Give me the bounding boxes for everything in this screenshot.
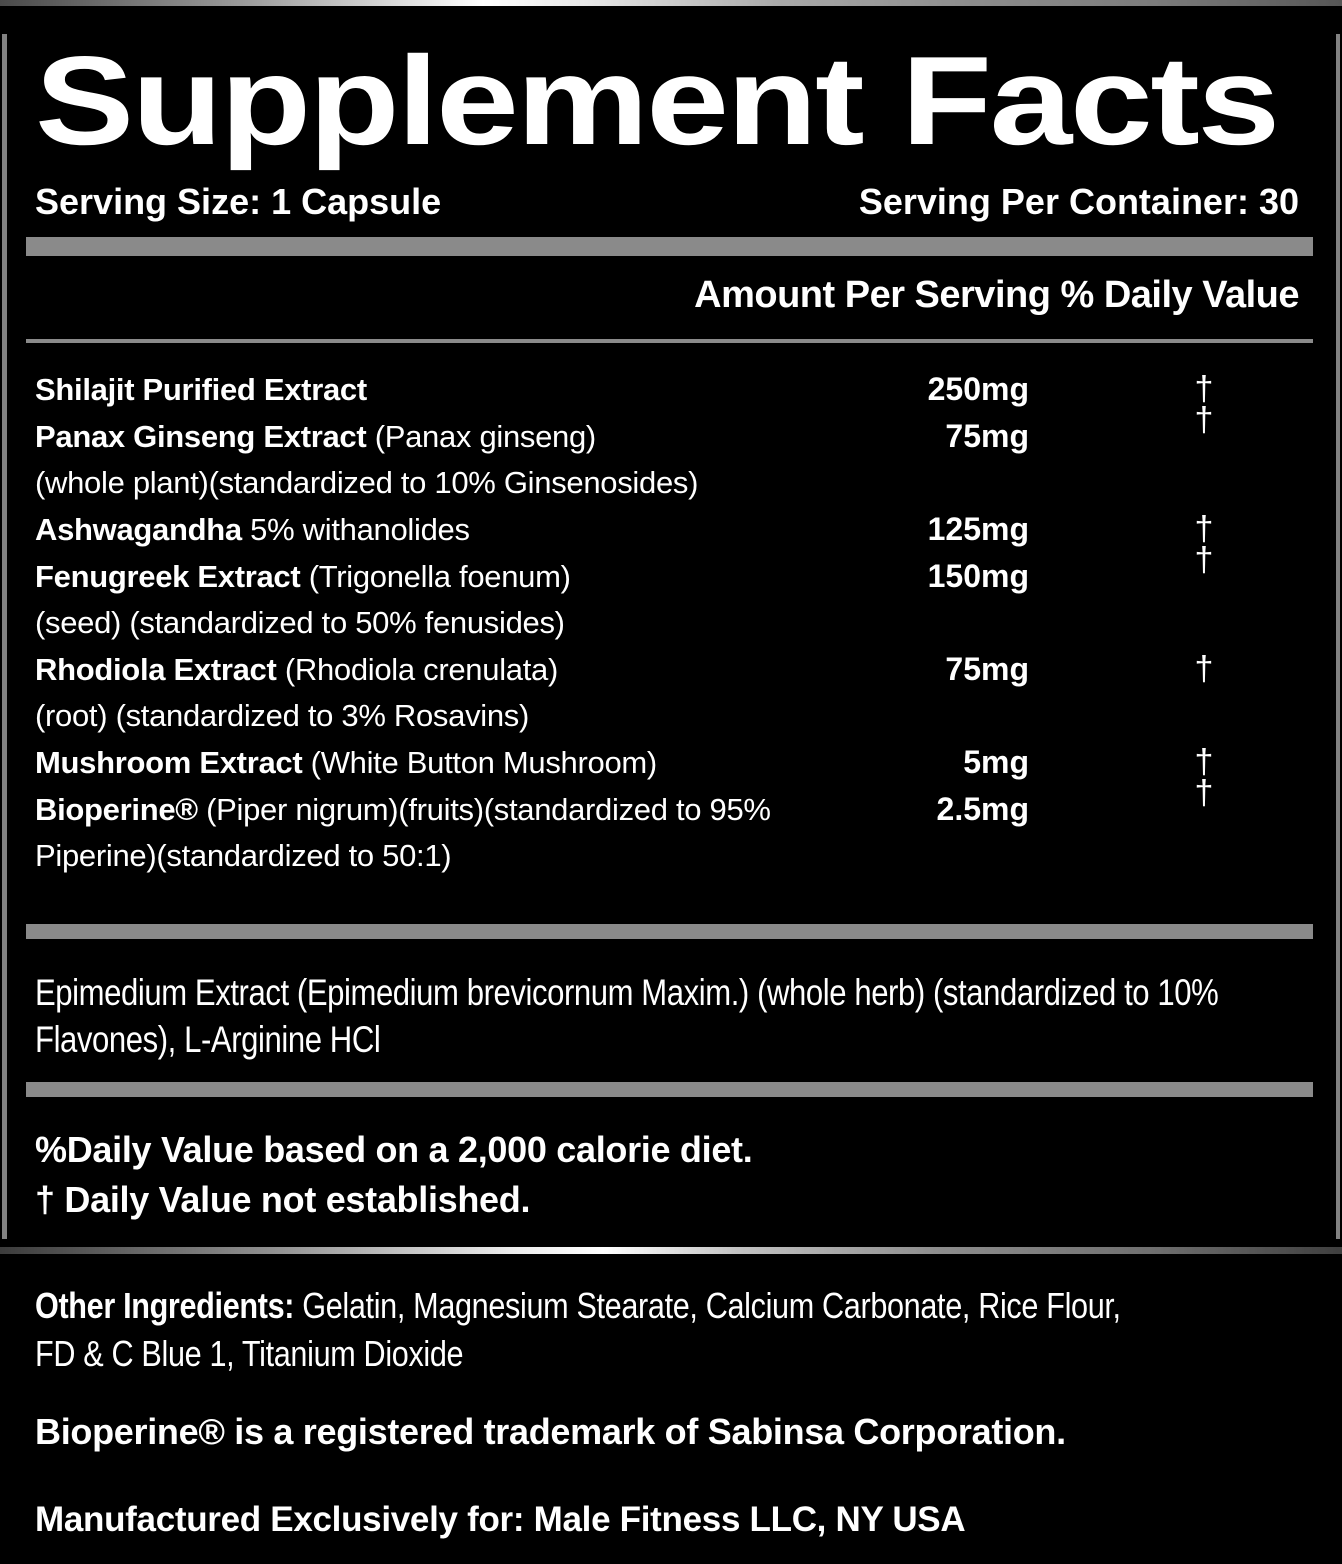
- supplement-facts-panel: Supplement Facts Serving Size: 1 Capsule…: [2, 34, 1340, 1239]
- ingredient-continuation: Piperine)(standardized to 50:1): [35, 838, 452, 873]
- ingredient-name: Fenugreek Extract: [35, 559, 301, 594]
- other-ingredients-label: Other Ingredients:: [35, 1285, 295, 1326]
- table-row: Mushroom Extract (White Button Mushroom)…: [35, 739, 1299, 786]
- proprietary-line: Epimedium Extract (Epimedium brevicornum…: [35, 972, 1219, 1013]
- metallic-divider: [0, 1247, 1342, 1254]
- ingredient-detail: (Trigonella foenum): [300, 559, 571, 594]
- table-row: Shilajit Purified Extract 250mg †: [35, 366, 1299, 413]
- dagger-symbol: †: [1194, 401, 1214, 439]
- servings-per-container-label: Serving Per Container: 30: [858, 181, 1299, 222]
- divider-bar-middle-top: [26, 924, 1313, 939]
- serving-row: Serving Size: 1 Capsule Serving Per Cont…: [35, 182, 1299, 222]
- ingredient-amount: 2.5mg: [936, 791, 1029, 827]
- ingredient-continuation: (whole plant)(standardized to 10% Ginsen…: [35, 465, 699, 500]
- other-ingredients-line: FD & C Blue 1, Titanium Dioxide: [35, 1333, 464, 1374]
- manufacturer-notice: Manufactured Exclusively for: Male Fitne…: [35, 1500, 966, 1539]
- dagger-symbol: †: [1194, 510, 1214, 548]
- ingredient-detail: (Rhodiola crenulata): [276, 652, 558, 687]
- ingredient-detail: (Piper nigrum)(fruits)(standardized to 9…: [197, 792, 771, 827]
- ingredient-name: Rhodiola Extract: [35, 652, 277, 687]
- daily-value-notes: %Daily Value based on a 2,000 calorie di…: [35, 1125, 1299, 1225]
- ingredients-table: Shilajit Purified Extract 250mg † Panax …: [35, 366, 1299, 879]
- ingredient-detail: (Panax ginseng): [366, 419, 597, 454]
- bottom-section: Other Ingredients: Gelatin, Magnesium St…: [0, 1254, 1342, 1541]
- ingredient-name: Bioperine®: [35, 792, 198, 827]
- not-established-note: † Daily Value not established.: [35, 1179, 531, 1220]
- serving-size-label: Serving Size: 1 Capsule: [35, 181, 442, 222]
- ingredient-amount: 75mg: [945, 418, 1029, 454]
- divider-bar-middle-bottom: [26, 1082, 1313, 1097]
- proprietary-line: Flavones), L-Arginine HCl: [35, 1019, 381, 1060]
- ingredient-name: Shilajit Purified Extract: [35, 372, 367, 407]
- ingredient-amount: 150mg: [927, 558, 1029, 594]
- ingredient-name: Ashwagandha: [35, 512, 242, 547]
- title-wrap: Supplement Facts: [35, 34, 1299, 174]
- table-row: Rhodiola Extract (Rhodiola crenulata) 75…: [35, 646, 1299, 693]
- ingredient-name: Panax Ginseng Extract: [35, 419, 367, 454]
- other-ingredients-line: Other Ingredients: Gelatin, Magnesium St…: [35, 1282, 1121, 1330]
- ingredient-continuation: (seed) (standardized to 50% fenusides): [35, 605, 565, 640]
- dagger-symbol: †: [1194, 743, 1214, 781]
- table-row: Panax Ginseng Extract (Panax ginseng) 75…: [35, 401, 1299, 460]
- page-title: Supplement Facts: [35, 30, 1280, 171]
- ingredient-name: Mushroom Extract: [35, 745, 303, 780]
- divider-bar-top: [26, 237, 1313, 256]
- dagger-symbol: †: [1194, 541, 1214, 579]
- table-column-header: Amount Per Serving % Daily Value: [694, 274, 1299, 316]
- ingredient-amount: 250mg: [927, 371, 1029, 407]
- other-ingredients-text: Gelatin, Magnesium Stearate, Calcium Car…: [294, 1285, 1121, 1326]
- ingredient-amount: 75mg: [945, 651, 1029, 687]
- daily-value-note: %Daily Value based on a 2,000 calorie di…: [35, 1129, 753, 1170]
- dagger-symbol: †: [1194, 370, 1214, 408]
- table-row: Bioperine® (Piper nigrum)(fruits)(standa…: [35, 774, 1299, 833]
- divider-rule-header: [26, 339, 1313, 343]
- ingredient-detail: 5% withanolides: [241, 512, 470, 547]
- dagger-symbol: †: [1194, 774, 1214, 812]
- ingredient-amount: 125mg: [927, 511, 1029, 547]
- ingredient-amount: 5mg: [963, 744, 1029, 780]
- table-row: Ashwagandha 5% withanolides 125mg †: [35, 506, 1299, 553]
- ingredient-detail: (White Button Mushroom): [302, 745, 658, 780]
- dagger-symbol: †: [1194, 650, 1214, 688]
- ingredient-continuation: (root) (standardized to 3% Rosavins): [35, 698, 530, 733]
- trademark-notice: Bioperine® is a registered trademark of …: [35, 1411, 1066, 1452]
- table-row: Fenugreek Extract (Trigonella foenum) 15…: [35, 541, 1299, 600]
- proprietary-blend-text: Epimedium Extract (Epimedium brevicornum…: [35, 969, 1299, 1063]
- metallic-top-edge: [0, 0, 1342, 6]
